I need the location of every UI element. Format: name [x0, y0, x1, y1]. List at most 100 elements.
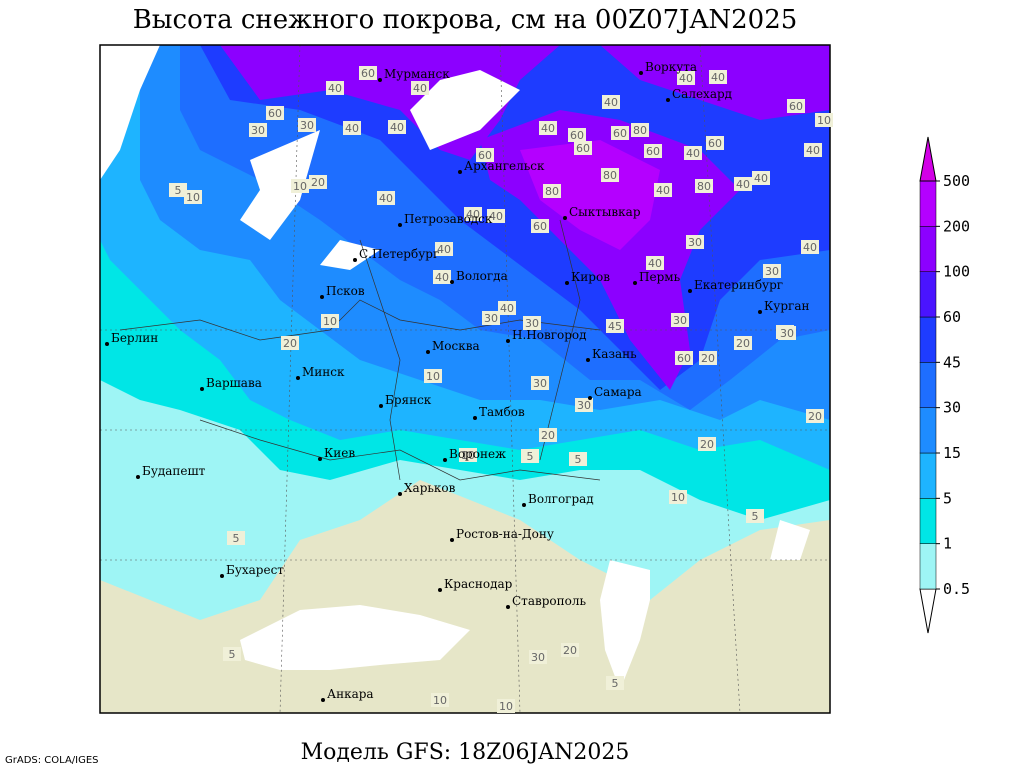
contour-label-bg [734, 177, 752, 191]
contour-label-bg [602, 95, 620, 109]
city-dot [639, 71, 643, 75]
colorbar-band [919, 180, 937, 227]
contour-label: 30 [531, 651, 545, 664]
contour-label: 5 [575, 453, 582, 466]
contour-label-bg [699, 351, 717, 365]
contour-label-bg [569, 452, 587, 466]
contour-label: 40 [328, 82, 342, 95]
contour-label: 10 [461, 449, 475, 462]
city-dot [398, 492, 402, 496]
contour-label: 60 [789, 100, 803, 113]
map-frame [99, 44, 831, 714]
colorbar-band [919, 498, 937, 544]
contour-label-bg [709, 70, 727, 84]
contour-label: 5 [229, 648, 236, 661]
contour-label: 10 [186, 191, 200, 204]
contour-label: 40 [679, 72, 693, 85]
contour-label-bg [675, 351, 693, 365]
contour-label: 30 [577, 399, 591, 412]
contour-label-bg [644, 144, 662, 158]
city-label: Курган [764, 299, 809, 313]
contour-label: 40 [754, 172, 768, 185]
contour-label: 60 [361, 67, 375, 80]
city-label: Сыктывкар [569, 205, 641, 219]
colorbar-band [919, 316, 937, 363]
contour-label-bg [281, 336, 299, 350]
colorbar-label: 100 [943, 263, 970, 281]
contour-label: 20 [563, 644, 577, 657]
city-label: Воркута [645, 60, 697, 74]
contour-label-bg [431, 693, 449, 707]
contour-label-bg [321, 314, 339, 328]
graticule [100, 45, 830, 713]
city-label: Анкара [327, 687, 374, 701]
city-label: Краснодар [444, 577, 513, 591]
contour-label-bg [543, 184, 561, 198]
contour-label-bg [606, 676, 624, 690]
contour-label-bg [388, 120, 406, 134]
city-dot [426, 350, 430, 354]
contour-label: 30 [251, 124, 265, 137]
city-label: Воронеж [449, 447, 506, 461]
contour-label-bg [574, 141, 592, 155]
contour-label: 40 [604, 96, 618, 109]
contour-label: 40 [803, 241, 817, 254]
contour-label-bg [677, 71, 695, 85]
city-label: Екатеринбург [694, 278, 783, 292]
contour-label-bg [539, 121, 557, 135]
colorbar-band [919, 407, 937, 454]
city-label: Харьков [404, 481, 456, 495]
water [240, 560, 650, 690]
contour-label: 60 [478, 149, 492, 162]
contour-label-bg [249, 123, 267, 137]
contour-label: 60 [613, 127, 627, 140]
contour-label: 10 [293, 180, 307, 193]
contour-label-bg [498, 301, 516, 315]
contour-label-bg [706, 136, 724, 150]
contour-label-bg [695, 179, 713, 193]
city-label: Киров [571, 270, 610, 284]
contour-label: 30 [300, 119, 314, 132]
contour-label-bg [669, 490, 687, 504]
contour-label: 40 [736, 178, 750, 191]
colorbar-band [919, 543, 937, 590]
city-label: Ростов-на-Дону [456, 527, 554, 541]
contour-label: 30 [525, 317, 539, 330]
model-label: Модель GFS: 18Z06JAN2025 [301, 740, 630, 765]
city-dot [458, 170, 462, 174]
colorbar-label: 60 [943, 308, 961, 326]
colorbar-label: 15 [943, 444, 961, 462]
city-dot [296, 376, 300, 380]
colorbar-label: 1 [943, 535, 952, 553]
contour-label-bg [778, 326, 796, 340]
city-dot [220, 574, 224, 578]
contour-label-bg [424, 369, 442, 383]
colorbar-label: 200 [943, 217, 970, 235]
contour-label: 10 [433, 694, 447, 707]
contour-label-bg [763, 264, 781, 278]
city-dot [586, 358, 590, 362]
city-dot [506, 605, 510, 609]
city-label: Тамбов [479, 405, 525, 419]
contour-label-bg [487, 209, 505, 223]
contour-label-bg [568, 128, 586, 142]
city-label: Варшава [206, 376, 262, 390]
contour-label: 40 [711, 71, 725, 84]
colorbar-label: 45 [943, 353, 961, 371]
map-title: Высота снежного покрова, см на 00Z07JAN2… [133, 5, 798, 35]
contour-label-bg [266, 106, 284, 120]
colorbar-band [919, 271, 937, 318]
contour-label: 10 [426, 370, 440, 383]
contour-label-bg [227, 531, 245, 545]
contour-label: 40 [656, 184, 670, 197]
contour-label: 10 [817, 114, 831, 127]
contour-label-bg [326, 81, 344, 95]
contour-label: 10 [499, 700, 513, 713]
city-dot [563, 216, 567, 220]
contour-label-bg [497, 699, 515, 713]
contour-label-bg [752, 171, 770, 185]
contour-label: 5 [233, 532, 240, 545]
contour-label-bg [435, 242, 453, 256]
contour-label: 20 [736, 337, 750, 350]
colorbar-label: 5 [943, 489, 952, 507]
